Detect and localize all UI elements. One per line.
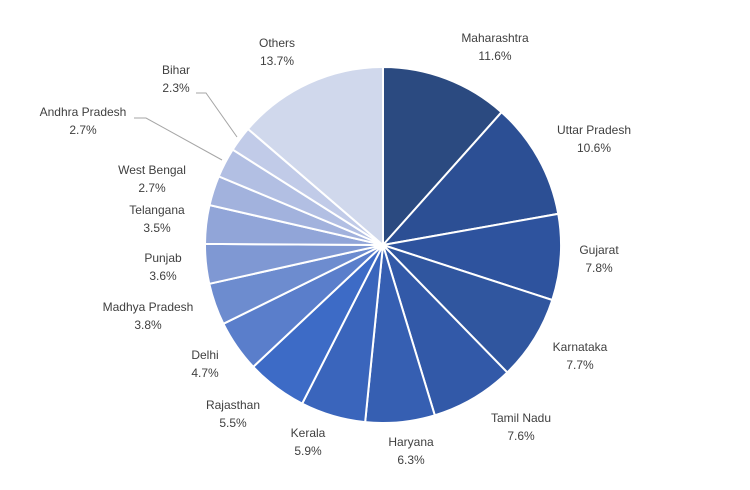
slice-label: Telangana [129,203,185,217]
slice-value: 5.5% [219,416,247,430]
slice-value: 7.6% [507,429,535,443]
slice-value: 6.3% [397,453,425,467]
slice-value: 3.5% [143,221,171,235]
slice-label: Tamil Nadu [491,411,551,425]
slice-value: 3.6% [149,269,177,283]
slice-label: Others [259,36,295,50]
slice-value: 7.8% [585,261,613,275]
slice-label: Bihar [162,63,190,77]
slice-label: Rajasthan [206,398,260,412]
pie-slice [380,110,560,247]
slice-label: Karnataka [553,340,608,354]
slice-value: 13.7% [260,54,294,68]
slice-label: Kerala [291,426,326,440]
slice-value: 2.3% [162,81,190,95]
leader-line [196,92,238,138]
pie-slice [246,65,384,248]
slice-label: Andhra Pradesh [40,105,127,119]
slice-label: Uttar Pradesh [557,123,631,137]
slice-label: Maharashtra [461,31,529,45]
slice-value: 10.6% [577,141,611,155]
slice-label: Haryana [388,435,434,449]
slice-label: Gujarat [579,243,619,257]
slice-label: West Bengal [118,163,186,177]
slice-value: 5.9% [294,444,322,458]
slice-value: 7.7% [566,358,594,372]
slice-value: 2.7% [69,123,97,137]
slice-value: 4.7% [191,366,219,380]
slice-value: 3.8% [134,318,162,332]
pie-slice [382,65,503,248]
leader-line [134,117,223,161]
slice-label: Madhya Pradesh [103,300,194,314]
slice-value: 2.7% [138,181,166,195]
slice-label: Punjab [144,251,182,265]
slice-label: Delhi [191,348,218,362]
slice-value: 11.6% [478,49,511,63]
